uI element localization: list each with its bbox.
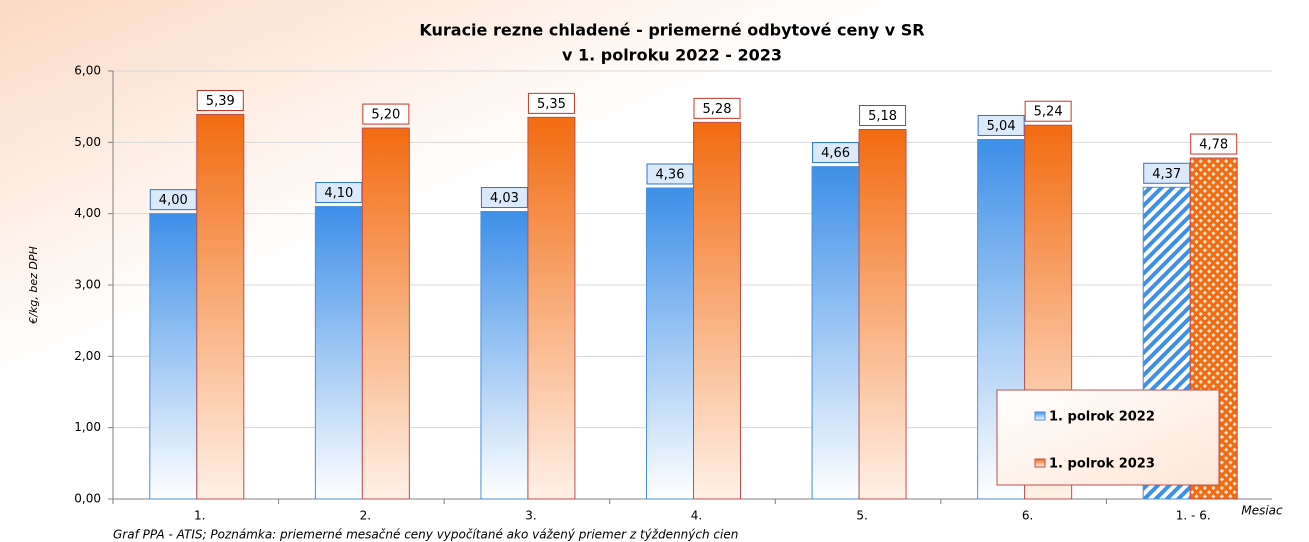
- bar: [811, 166, 860, 500]
- data-label: 5,35: [537, 97, 566, 112]
- legend-swatch: [1034, 411, 1046, 421]
- bar: [196, 114, 245, 500]
- data-label: 5,28: [703, 102, 732, 117]
- data-label-box: [527, 92, 575, 114]
- x-tick-label: 3.: [525, 509, 536, 523]
- bar: [646, 187, 694, 500]
- data-label: 4,37: [1152, 167, 1181, 182]
- bar: [527, 116, 576, 500]
- bar: [480, 211, 529, 500]
- x-axis-label: Mesiac: [1241, 504, 1283, 518]
- x-tick-label: 6.: [1022, 509, 1033, 523]
- bar: [314, 206, 363, 500]
- data-label: 4,78: [1199, 138, 1228, 153]
- data-label-box: [362, 103, 410, 125]
- data-label: 4,00: [159, 193, 188, 208]
- data-label-box: [196, 90, 244, 112]
- legend-label: 1. polrok 2022: [1049, 410, 1155, 425]
- data-label: 4,66: [821, 146, 850, 161]
- legend-box: [996, 389, 1220, 486]
- data-label-box: [693, 97, 741, 119]
- x-tick-label: 5.: [856, 509, 867, 523]
- x-tick-label: 1. - 6.: [1176, 509, 1211, 523]
- data-label: 5,18: [868, 109, 897, 124]
- y-tick-label: 3,00: [74, 278, 101, 292]
- bar: [693, 121, 741, 500]
- legend-swatch: [1034, 458, 1046, 468]
- note: Graf PPA - ATIS; Poznámka: priemerné mes…: [113, 528, 738, 542]
- data-label-box: [1024, 100, 1072, 122]
- data-label-box: [859, 104, 907, 126]
- bar: [858, 128, 907, 500]
- data-label: 4,10: [324, 186, 353, 201]
- chart-title: Kuracie rezne chladené - priemerné odbyt…: [419, 21, 924, 40]
- x-tick-label: 1.: [194, 509, 205, 523]
- bar: [149, 213, 198, 500]
- data-label: 5,39: [206, 94, 235, 109]
- chart-title: v 1. polroku 2022 - 2023: [562, 46, 782, 65]
- y-axis-label: €/kg, bez DPH: [27, 246, 40, 324]
- y-tick-label: 0,00: [74, 492, 101, 506]
- data-label: 4,03: [490, 191, 519, 206]
- legend-label: 1. polrok 2023: [1049, 457, 1155, 472]
- bar: [361, 127, 410, 500]
- data-label: 5,20: [371, 108, 400, 123]
- y-tick-label: 6,00: [74, 64, 101, 78]
- y-tick-label: 2,00: [74, 349, 101, 363]
- y-tick-label: 1,00: [74, 420, 101, 434]
- x-tick-label: 2.: [360, 509, 371, 523]
- data-label: 4,36: [656, 167, 685, 182]
- data-label: 5,24: [1034, 105, 1063, 120]
- data-label: 5,04: [987, 119, 1016, 134]
- y-tick-label: 5,00: [74, 135, 101, 149]
- y-tick-label: 4,00: [74, 206, 101, 220]
- data-label-box: [1190, 133, 1238, 155]
- x-tick-label: 4.: [691, 509, 702, 523]
